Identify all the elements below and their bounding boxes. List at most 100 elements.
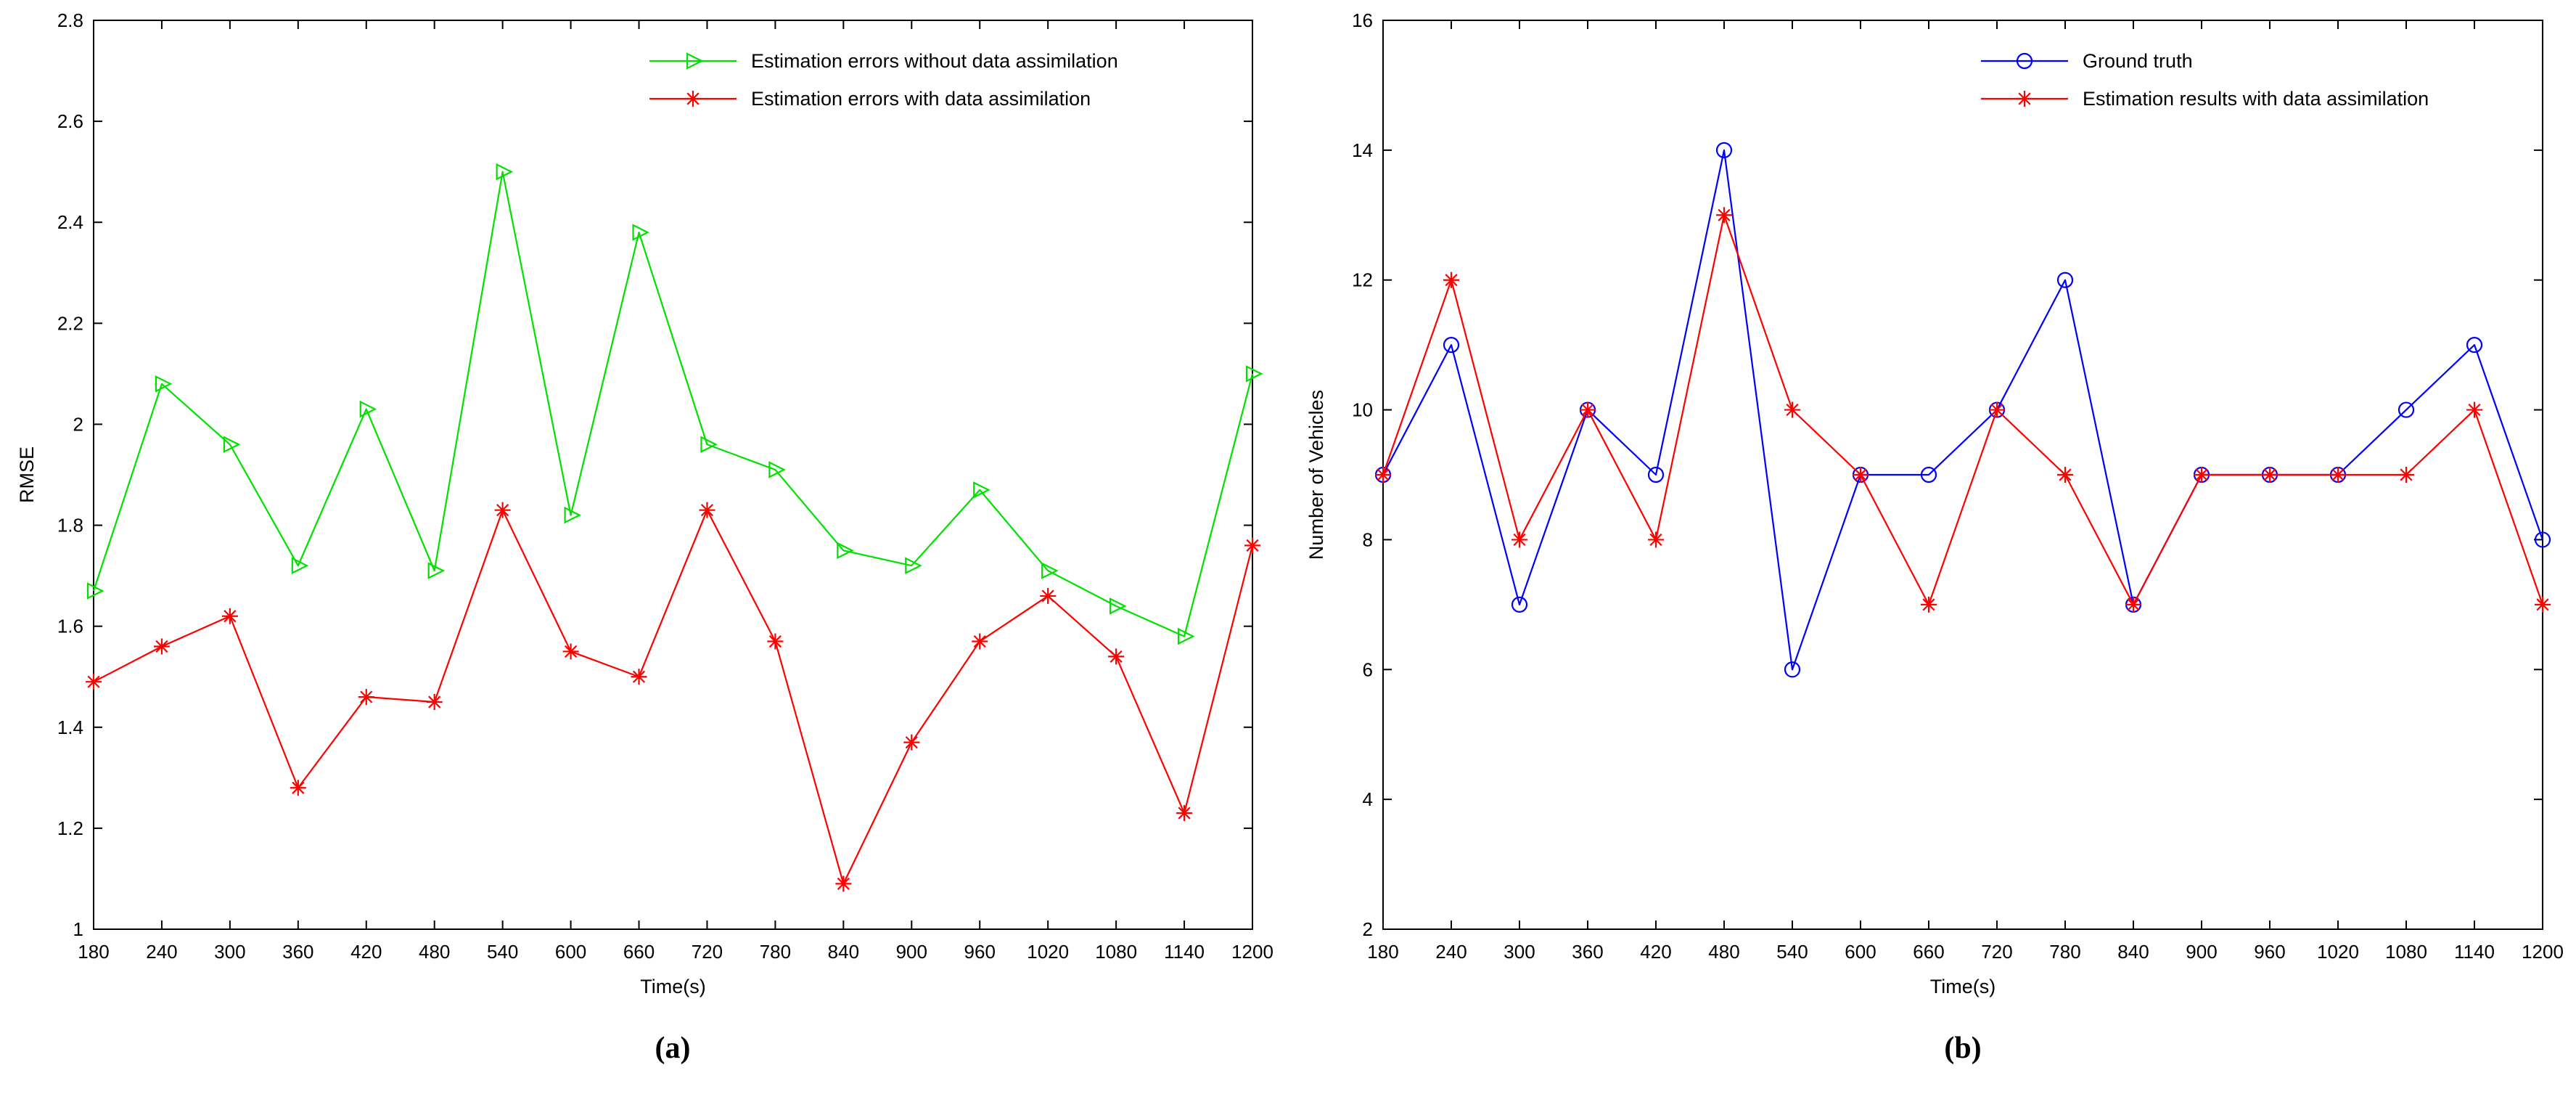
asterisk-marker <box>1854 468 1867 481</box>
x-tick-label: 360 <box>282 941 313 963</box>
circle-marker <box>1647 466 1665 483</box>
y-tick-label: 1.4 <box>57 717 83 738</box>
asterisk-marker <box>155 640 168 653</box>
triangle-right-marker <box>427 562 446 579</box>
asterisk-marker <box>2195 468 2208 481</box>
asterisk-marker <box>223 610 237 623</box>
y-tick-label: 2.6 <box>57 110 83 132</box>
x-tick-label: 540 <box>1776 941 1808 963</box>
x-tick-label: 1020 <box>2317 941 2359 963</box>
series-estimation-results-with-data-assimilation <box>1375 207 2551 613</box>
triangle-right-marker <box>1041 562 1059 579</box>
x-tick-label: 360 <box>1572 941 1603 963</box>
x-tick-label: 240 <box>146 941 177 963</box>
asterisk-marker <box>1178 807 1191 820</box>
chart-a-svg: 180 240 300 360 420 480 540 600 660 720 780 840 900 9… <box>16 9 1273 997</box>
y-tick-label: 1.6 <box>57 616 83 637</box>
caption-b: (b) <box>1944 1032 1982 1065</box>
asterisk-marker <box>1718 208 1731 221</box>
asterisk-marker <box>496 504 509 517</box>
asterisk-marker <box>686 92 700 105</box>
circle-marker <box>1511 596 1528 613</box>
x-tick-label: 300 <box>214 941 245 963</box>
x-tick-label: 660 <box>1913 941 1944 963</box>
x-axis: 180 240 300 360 420 480 540 600 660 720 780 840 900 9… <box>78 20 1273 963</box>
triangle-right-marker <box>1109 597 1127 615</box>
legend-label: Estimation errors with data assimilation <box>751 88 1091 110</box>
y-tick-label: 14 <box>1352 139 1373 161</box>
y-tick-label: 4 <box>1363 788 1373 810</box>
triangle-right-marker <box>632 224 649 241</box>
asterisk-marker <box>2468 403 2481 417</box>
legend-label: Ground truth <box>2083 50 2193 72</box>
triangle-right-marker <box>700 436 718 454</box>
x-axis-label: Time(s) <box>640 976 705 997</box>
x-tick-label: 480 <box>1708 941 1739 963</box>
circle-marker <box>2016 52 2033 70</box>
triangle-right-marker <box>1177 627 1195 645</box>
asterisk-marker <box>700 504 714 517</box>
chart-b-svg: 180 240 300 360 420 480 540 600 660 720 780 840 900 9… <box>1305 9 2564 997</box>
x-tick-label: 1140 <box>1164 941 1205 963</box>
asterisk-marker <box>360 690 373 703</box>
triangle-right-marker <box>905 557 922 574</box>
asterisk-marker <box>1445 274 1458 287</box>
x-tick-label: 900 <box>2186 941 2217 963</box>
x-tick-label: 960 <box>2254 941 2285 963</box>
series-line <box>1382 214 2544 605</box>
asterisk-marker <box>905 736 918 749</box>
x-tick-label: 300 <box>1504 941 1535 963</box>
x-tick-label: 480 <box>419 941 450 963</box>
x-tick-label: 540 <box>487 941 518 963</box>
x-tick-label: 1020 <box>1027 941 1069 963</box>
y-tick-label: 10 <box>1352 399 1373 421</box>
y-tick-label: 12 <box>1352 269 1373 291</box>
circle-marker <box>2466 337 2483 354</box>
panel-a: 180 240 300 360 420 480 540 600 660 720 780 840 900 9… <box>16 9 1273 1065</box>
y-axis-label: Number of Vehicles <box>1305 390 1327 560</box>
asterisk-marker <box>2331 468 2345 481</box>
series-estimation-errors-without-data-assimilation <box>86 163 1263 645</box>
panel-b: 180 240 300 360 420 480 540 600 660 720 780 840 900 9… <box>1288 0 2576 1094</box>
asterisk-marker <box>1649 533 1662 547</box>
asterisk-marker <box>2536 598 2549 611</box>
x-tick-label: 660 <box>623 941 655 963</box>
circle-marker <box>1920 466 1937 483</box>
x-tick-label: 1080 <box>1095 941 1137 963</box>
x-tick-label: 600 <box>1845 941 1876 963</box>
x-tick-label: 960 <box>964 941 996 963</box>
x-tick-label: 180 <box>1367 941 1398 963</box>
x-axis-label: Time(s) <box>1930 976 1995 997</box>
asterisk-marker <box>428 695 441 709</box>
x-tick-label: 1140 <box>2454 941 2495 963</box>
y-tick-label: 1 <box>73 918 83 940</box>
asterisk-marker <box>1109 650 1123 663</box>
asterisk-marker <box>2059 468 2072 481</box>
asterisk-marker <box>1041 589 1054 603</box>
triangle-right-marker <box>223 436 241 454</box>
asterisk-marker <box>87 675 100 688</box>
x-tick-label: 180 <box>78 941 109 963</box>
x-tick-label: 1200 <box>1231 941 1273 963</box>
y-tick-label: 1.8 <box>57 515 83 536</box>
legend: Estimation errors without data assimilat… <box>649 50 1118 110</box>
legend-label: Estimation errors without data assimilat… <box>751 50 1118 72</box>
triangle-right-marker <box>837 542 854 560</box>
x-tick-label: 780 <box>2049 941 2080 963</box>
x-tick-label: 600 <box>555 941 586 963</box>
x-tick-label: 420 <box>1640 941 1671 963</box>
circle-marker <box>2056 272 2074 288</box>
y-axis: 2 4 6 8 10 12 14 16 <box>1352 9 2543 940</box>
axes-box <box>93 20 1253 930</box>
y-tick-label: 1.2 <box>57 817 83 839</box>
series-ground-truth <box>1374 142 2551 678</box>
legend: Ground truth Estimation results with data… <box>1981 50 2429 110</box>
x-tick-label: 420 <box>350 941 382 963</box>
circle-marker <box>2534 531 2551 548</box>
series-line <box>93 509 1254 885</box>
circle-marker <box>2397 401 2415 418</box>
circle-marker <box>1443 337 1460 354</box>
asterisk-marker <box>2018 92 2031 105</box>
x-tick-label: 720 <box>692 941 723 963</box>
x-tick-label: 1080 <box>2385 941 2427 963</box>
